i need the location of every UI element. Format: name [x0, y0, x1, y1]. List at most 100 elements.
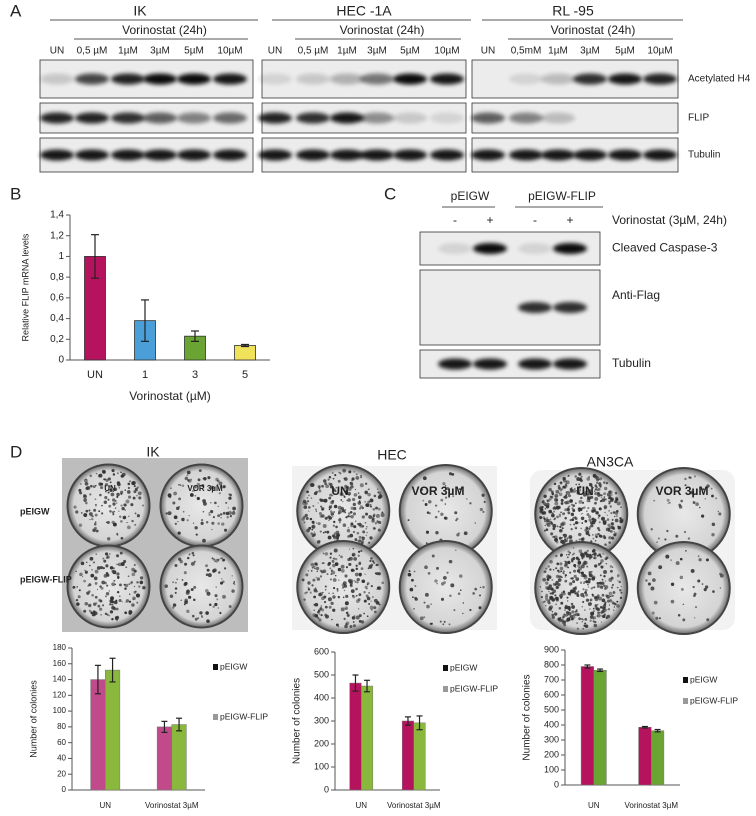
- colony: [589, 619, 592, 622]
- colony: [195, 533, 198, 536]
- colony: [372, 560, 375, 563]
- y-tick-label: 100: [53, 706, 67, 715]
- colony: [581, 537, 585, 541]
- colony: [116, 590, 120, 594]
- colony: [569, 489, 574, 493]
- colony: [450, 583, 455, 588]
- colony: [375, 601, 380, 605]
- colony: [309, 591, 312, 594]
- colony: [592, 548, 595, 551]
- colony: [444, 496, 448, 499]
- colony: [358, 522, 362, 527]
- colony: [194, 526, 198, 530]
- colony: [329, 485, 334, 489]
- colony: [592, 473, 597, 478]
- dish: [398, 540, 493, 634]
- colony: [545, 528, 549, 532]
- x-tick-label: 1: [142, 369, 148, 381]
- lane-label: 10µM: [434, 46, 459, 57]
- colony: [569, 616, 571, 618]
- colony: [542, 500, 545, 503]
- colony: [132, 496, 136, 500]
- colony: [345, 611, 349, 615]
- colony: [596, 554, 599, 557]
- y-axis-label: Number of colonies: [292, 678, 303, 764]
- colony: [318, 613, 321, 616]
- colony: [650, 586, 655, 591]
- colony: [561, 537, 563, 539]
- colony: [455, 517, 459, 521]
- colony: [360, 567, 364, 570]
- lane-label: +: [566, 213, 573, 227]
- colony: [684, 549, 687, 552]
- bar: [156, 726, 172, 791]
- colony: [324, 552, 329, 556]
- colony: [684, 484, 687, 487]
- colony: [459, 589, 462, 592]
- colony: [436, 566, 439, 570]
- colony: [304, 591, 307, 595]
- colony: [353, 493, 358, 497]
- colony: [95, 484, 97, 487]
- colony: [173, 515, 178, 520]
- colony: [348, 548, 351, 550]
- colony: [330, 570, 333, 572]
- colony: [558, 513, 562, 517]
- colony: [424, 503, 428, 506]
- colony: [593, 618, 595, 620]
- colony: [336, 536, 339, 540]
- column-label: UN: [104, 484, 116, 493]
- colony: [214, 501, 217, 505]
- colony: [614, 518, 619, 523]
- colony: [572, 516, 575, 519]
- y-tick-label: 0: [554, 779, 559, 789]
- colony: [342, 523, 347, 527]
- colony: [611, 519, 614, 521]
- colony: [555, 495, 557, 498]
- colony: [545, 567, 548, 570]
- colony: [453, 609, 456, 612]
- colony: [587, 583, 589, 586]
- colony: [595, 481, 599, 485]
- colony: [174, 587, 178, 590]
- colony: [310, 569, 313, 572]
- colony: [169, 487, 172, 490]
- colony: [679, 557, 683, 561]
- colony: [134, 487, 138, 491]
- colony: [617, 579, 619, 582]
- colony: [364, 490, 367, 493]
- plate-title: HEC: [377, 447, 407, 463]
- colony: [355, 615, 360, 620]
- colony: [615, 496, 619, 500]
- colony: [365, 528, 367, 530]
- colony: [90, 573, 95, 578]
- colony: [95, 505, 97, 507]
- colony: [210, 510, 213, 512]
- colony: [374, 522, 378, 525]
- colony: [328, 506, 332, 510]
- colony: [313, 609, 315, 611]
- colony: [91, 568, 93, 571]
- colony: [325, 484, 329, 489]
- colony: [352, 621, 355, 623]
- colony: [481, 493, 485, 497]
- colony: [217, 522, 221, 525]
- colony: [586, 493, 589, 496]
- colony: [578, 571, 581, 574]
- colony: [588, 500, 591, 503]
- colony: [352, 502, 357, 507]
- colony: [329, 493, 333, 497]
- colony: [597, 562, 601, 566]
- colony: [600, 621, 603, 623]
- colony: [93, 522, 97, 526]
- colony: [304, 501, 308, 505]
- colony: [84, 602, 89, 606]
- colony: [333, 548, 338, 553]
- colony: [120, 536, 124, 540]
- colony: [176, 578, 178, 581]
- colony: [126, 525, 131, 530]
- colony: [620, 506, 622, 509]
- colony: [603, 613, 607, 616]
- colony: [116, 502, 118, 504]
- colony: [368, 602, 371, 605]
